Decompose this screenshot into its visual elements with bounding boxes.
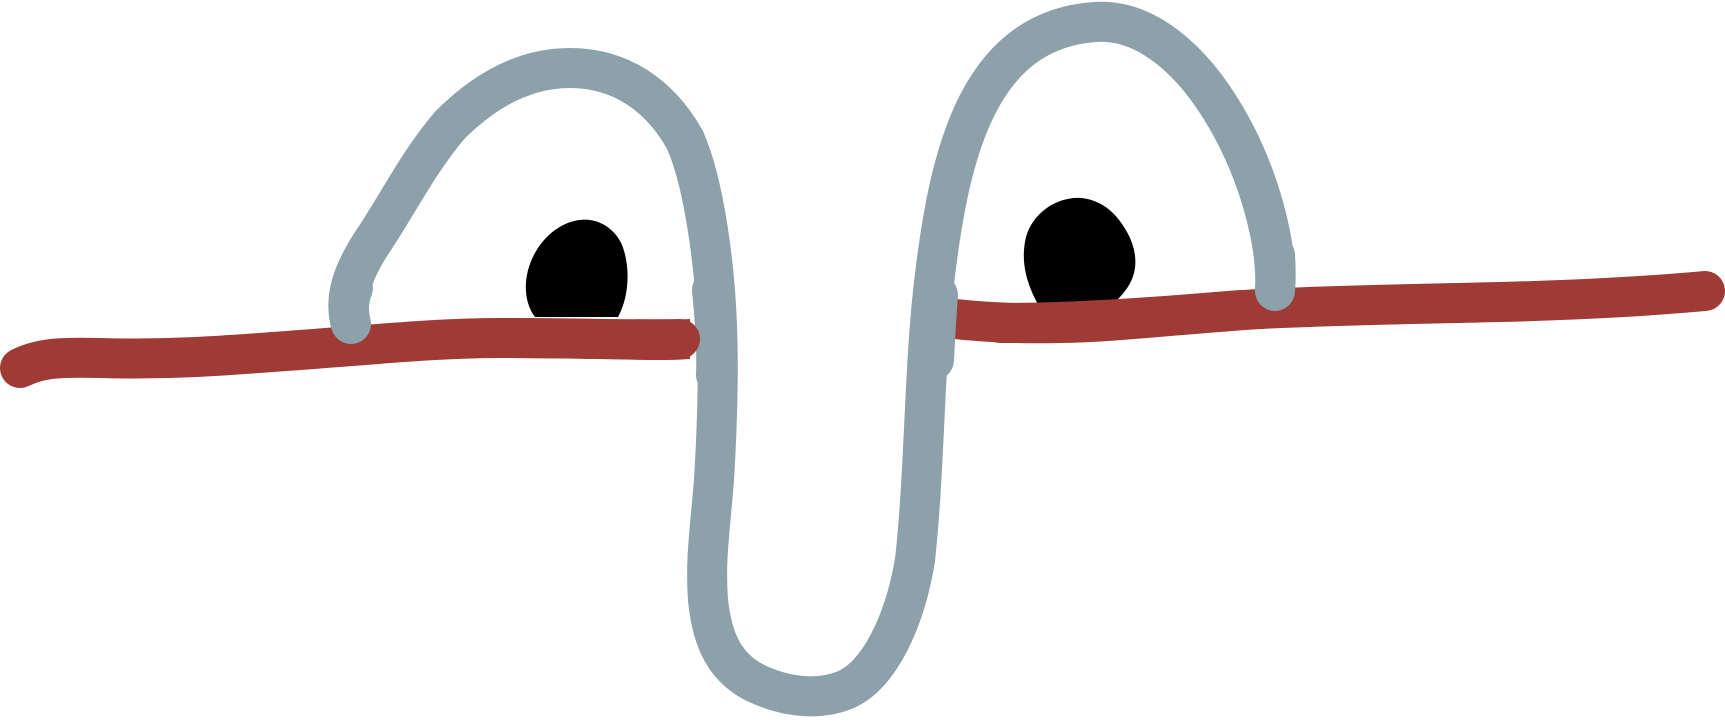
- gray-strand-over-crossing-middle: [914, 275, 958, 380]
- gray-strand-lower-left-tail: [328, 48, 705, 345]
- red-strand-over-left-blob: [480, 318, 700, 360]
- gray-strand-main-loop: [665, 1, 1296, 717]
- red-strand-right: [1240, 271, 1725, 329]
- right-blob: [1023, 197, 1136, 308]
- gray-strand-over-crossing-left: [692, 270, 737, 395]
- gray-strand-left-end: [328, 268, 373, 344]
- red-strand-over-right-blob: [980, 290, 1260, 343]
- left-blob: [525, 219, 628, 317]
- gray-strand-right-end: [1255, 235, 1296, 311]
